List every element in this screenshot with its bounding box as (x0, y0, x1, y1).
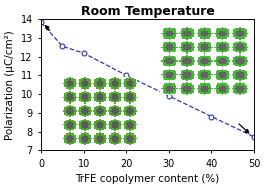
Title: Room Temperature: Room Temperature (81, 5, 214, 18)
X-axis label: TrFE copolymer content (%): TrFE copolymer content (%) (76, 174, 220, 184)
Y-axis label: Polarization (μC/cm²): Polarization (μC/cm²) (5, 30, 15, 139)
